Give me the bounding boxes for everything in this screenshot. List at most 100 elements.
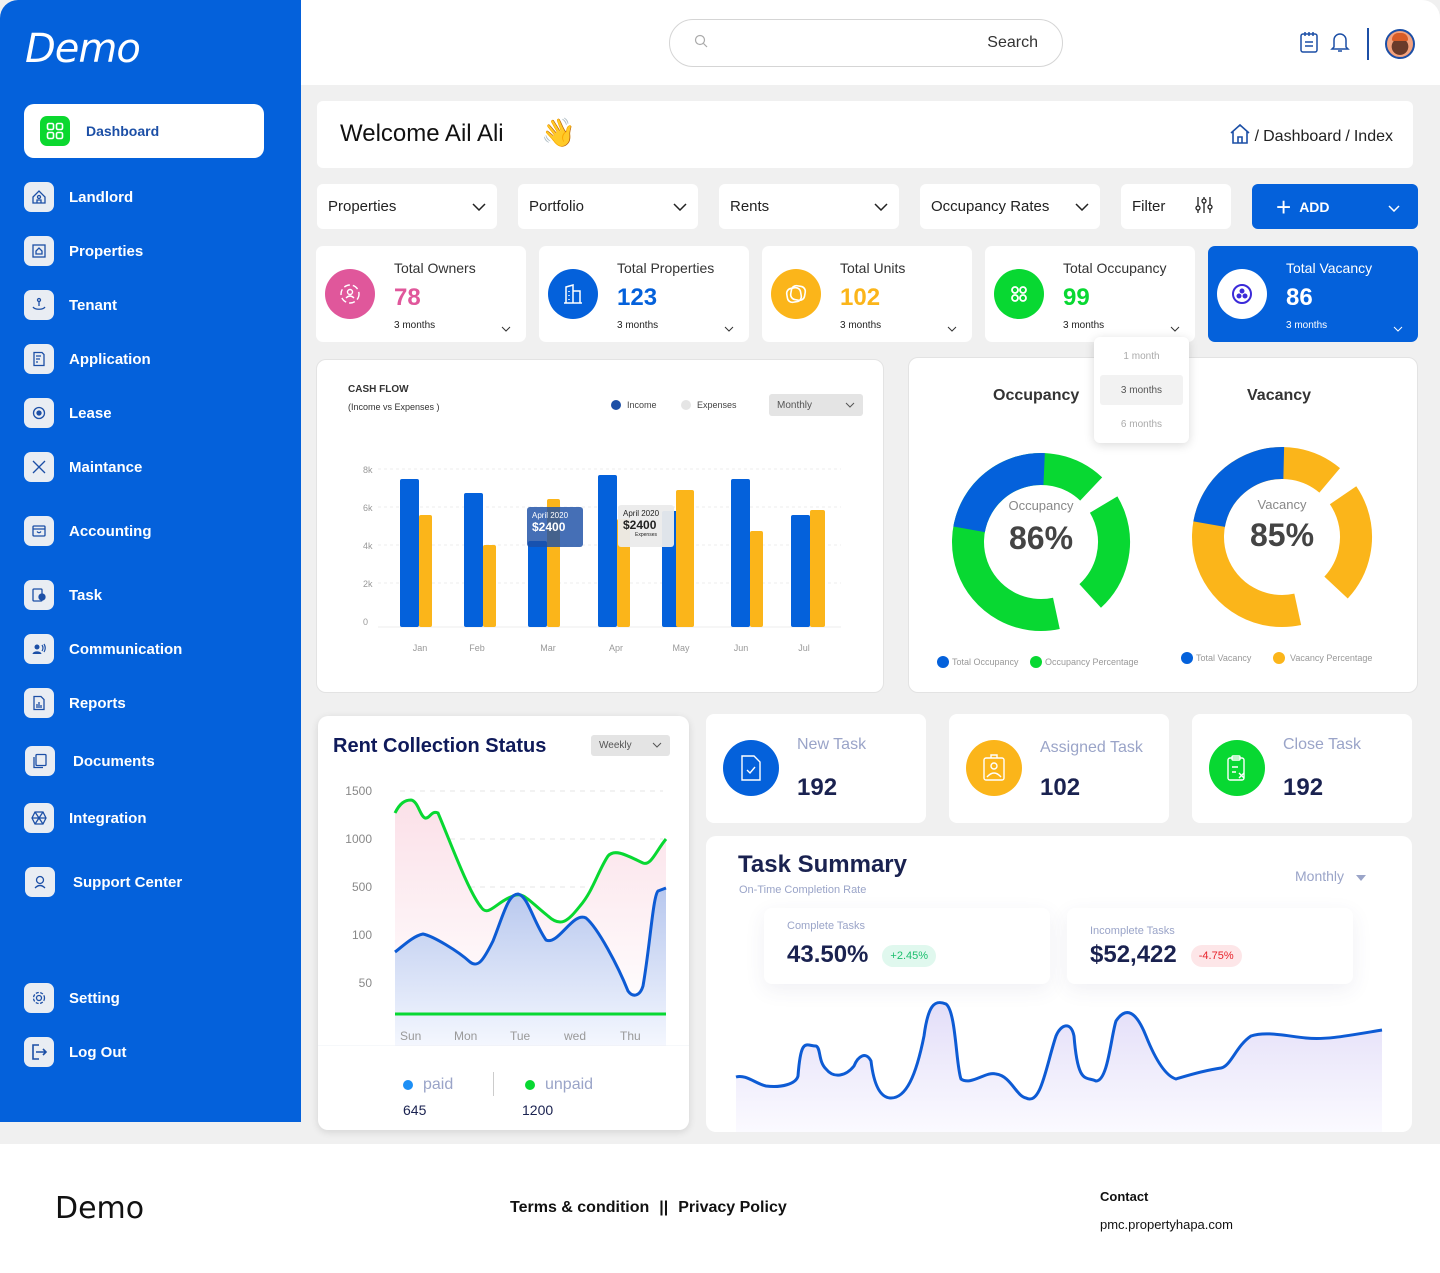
accounting-icon bbox=[24, 516, 54, 546]
search-icon bbox=[694, 34, 708, 53]
legend-total-occupancy: Total Occupancy bbox=[937, 656, 1019, 668]
sidebar-item-support-center[interactable]: Support Center bbox=[25, 867, 182, 897]
units-icon bbox=[771, 269, 821, 319]
incomplete-tasks-label: Incomplete Tasks bbox=[1090, 925, 1175, 937]
stat-card-total-occupancy: Total Occupancy 99 3 months bbox=[985, 246, 1195, 342]
cash-flow-title: CASH FLOW bbox=[348, 384, 409, 395]
stat-period[interactable]: 3 months bbox=[394, 320, 436, 331]
svg-text:Thu: Thu bbox=[620, 1029, 641, 1043]
svg-text:Tue: Tue bbox=[510, 1029, 531, 1043]
home-icon[interactable] bbox=[1229, 123, 1251, 150]
add-label: ADD bbox=[1299, 198, 1330, 215]
legend-total-vacancy: Total Vacancy bbox=[1181, 652, 1251, 664]
house-person-icon bbox=[24, 182, 54, 212]
notepad-icon[interactable] bbox=[1299, 31, 1319, 58]
search-placeholder: Search bbox=[987, 34, 1038, 51]
filter-button[interactable]: Filter bbox=[1121, 184, 1231, 229]
svg-text:Mon: Mon bbox=[454, 1029, 477, 1043]
cash-flow-range-select[interactable]: Monthly bbox=[769, 394, 863, 416]
chevron-down-icon[interactable] bbox=[1170, 319, 1180, 337]
sidebar-item-task[interactable]: Task bbox=[24, 580, 102, 610]
chevron-down-icon bbox=[1388, 199, 1400, 215]
stat-label: Total Vacancy bbox=[1286, 260, 1373, 276]
task-card-new: New Task 192 bbox=[706, 714, 926, 823]
sidebar-item-communication[interactable]: Communication bbox=[24, 634, 182, 664]
bell-icon[interactable] bbox=[1329, 31, 1351, 58]
svg-text:500: 500 bbox=[352, 880, 372, 894]
chevron-down-icon[interactable] bbox=[724, 319, 734, 337]
sidebar-item-label: Properties bbox=[69, 242, 144, 260]
sidebar-item-properties[interactable]: Properties bbox=[24, 236, 143, 266]
breadcrumb-dashboard[interactable]: Dashboard bbox=[1263, 127, 1342, 145]
sidebar: Demo Dashboard Landlord Properties Tenan… bbox=[0, 0, 301, 1122]
task-summary-range-select[interactable]: Monthly bbox=[1295, 868, 1367, 884]
sidebar-item-label: Integration bbox=[69, 809, 147, 827]
privacy-link[interactable]: Privacy Policy bbox=[678, 1199, 787, 1216]
stat-card-total-vacancy: Total Vacancy 86 3 months bbox=[1208, 246, 1418, 342]
chevron-down-icon[interactable] bbox=[947, 319, 957, 337]
logout-icon bbox=[24, 1037, 54, 1067]
dropdown-option-6-months[interactable]: 6 months bbox=[1120, 418, 1163, 430]
sidebar-item-setting[interactable]: Setting bbox=[24, 983, 120, 1013]
stat-period[interactable]: 3 months bbox=[1286, 320, 1328, 331]
sidebar-item-application[interactable]: Application bbox=[24, 344, 151, 374]
header-divider bbox=[1367, 28, 1369, 60]
dropdown-option-3-months[interactable]: 3 months bbox=[1100, 375, 1183, 405]
sidebar-item-landlord[interactable]: Landlord bbox=[24, 182, 133, 212]
task-card-close: Close Task 192 bbox=[1192, 714, 1412, 823]
sidebar-item-dashboard[interactable]: Dashboard bbox=[24, 104, 264, 158]
incomplete-tasks-card: Incomplete Tasks $52,422 -4.75% bbox=[1067, 908, 1353, 984]
stat-period[interactable]: 3 months bbox=[840, 320, 882, 331]
search-input[interactable]: Search bbox=[669, 19, 1063, 67]
cash-flow-subtitle: (Income vs Expenses ) bbox=[348, 402, 440, 412]
svg-text:1500: 1500 bbox=[345, 784, 372, 798]
occupancy-rates-filter-select[interactable]: Occupancy Rates bbox=[920, 184, 1100, 229]
stat-card-total-properties: Total Properties 123 3 months bbox=[539, 246, 749, 342]
complete-tasks-label: Complete Tasks bbox=[787, 920, 866, 932]
integration-icon bbox=[24, 803, 54, 833]
terms-link[interactable]: Terms & condition bbox=[510, 1199, 650, 1216]
unpaid-value: 1200 bbox=[522, 1102, 554, 1118]
rent-collection-title: Rent Collection Status bbox=[333, 735, 547, 757]
stat-label: Total Properties bbox=[617, 260, 715, 276]
cash-flow-tooltip-income: April 2020 $2400 bbox=[527, 507, 583, 547]
chevron-down-icon[interactable] bbox=[1393, 319, 1403, 337]
property-icon bbox=[24, 236, 54, 266]
stat-period[interactable]: 3 months bbox=[617, 320, 659, 331]
sidebar-item-maintance[interactable]: Maintance bbox=[24, 452, 142, 482]
rents-filter-select[interactable]: Rents bbox=[719, 184, 899, 229]
contact-link[interactable]: pmc.propertyhapa.com bbox=[1100, 1217, 1233, 1232]
sidebar-item-label: Accounting bbox=[69, 522, 152, 540]
svg-text:50: 50 bbox=[359, 976, 373, 990]
stat-label: Total Owners bbox=[394, 260, 476, 276]
legend-vacancy-percentage: Vacancy Percentage bbox=[1273, 652, 1372, 664]
sidebar-item-integration[interactable]: Integration bbox=[24, 803, 147, 833]
legend-paid: paid bbox=[403, 1076, 453, 1094]
portfolio-filter-select[interactable]: Portfolio bbox=[518, 184, 698, 229]
sidebar-item-tenant[interactable]: Tenant bbox=[24, 290, 117, 320]
add-button[interactable]: + ADD bbox=[1252, 184, 1418, 229]
sidebar-item-documents[interactable]: Documents bbox=[25, 746, 155, 776]
dropdown-option-1-month[interactable]: 1 month bbox=[1123, 350, 1160, 362]
stat-card-total-units: Total Units 102 3 months bbox=[762, 246, 972, 342]
chevron-down-icon[interactable] bbox=[501, 319, 511, 337]
sidebar-item-reports[interactable]: Reports bbox=[24, 688, 126, 718]
sidebar-item-accounting[interactable]: Accounting bbox=[24, 516, 152, 546]
file-check-icon bbox=[723, 740, 779, 796]
select-label: Properties bbox=[328, 198, 397, 215]
properties-filter-select[interactable]: Properties bbox=[317, 184, 497, 229]
grid-icon bbox=[40, 116, 70, 146]
rent-collection-range-select[interactable]: Weekly bbox=[591, 735, 670, 756]
rent-collection-card: Rent Collection Status Weekly 1500 1000 50… bbox=[318, 716, 689, 1130]
tools-icon bbox=[24, 452, 54, 482]
footer-logo: Demo bbox=[55, 1191, 145, 1226]
sidebar-item-label: Support Center bbox=[73, 873, 183, 891]
stat-period[interactable]: 3 months bbox=[1063, 320, 1105, 331]
legend-divider bbox=[493, 1072, 494, 1096]
task-value: 102 bbox=[1040, 774, 1081, 801]
id-badge-icon bbox=[966, 740, 1022, 796]
sidebar-item-logout[interactable]: Log Out bbox=[24, 1037, 126, 1067]
avatar[interactable] bbox=[1385, 29, 1415, 59]
svg-text:1000: 1000 bbox=[345, 832, 372, 846]
sidebar-item-lease[interactable]: Lease bbox=[24, 398, 112, 428]
